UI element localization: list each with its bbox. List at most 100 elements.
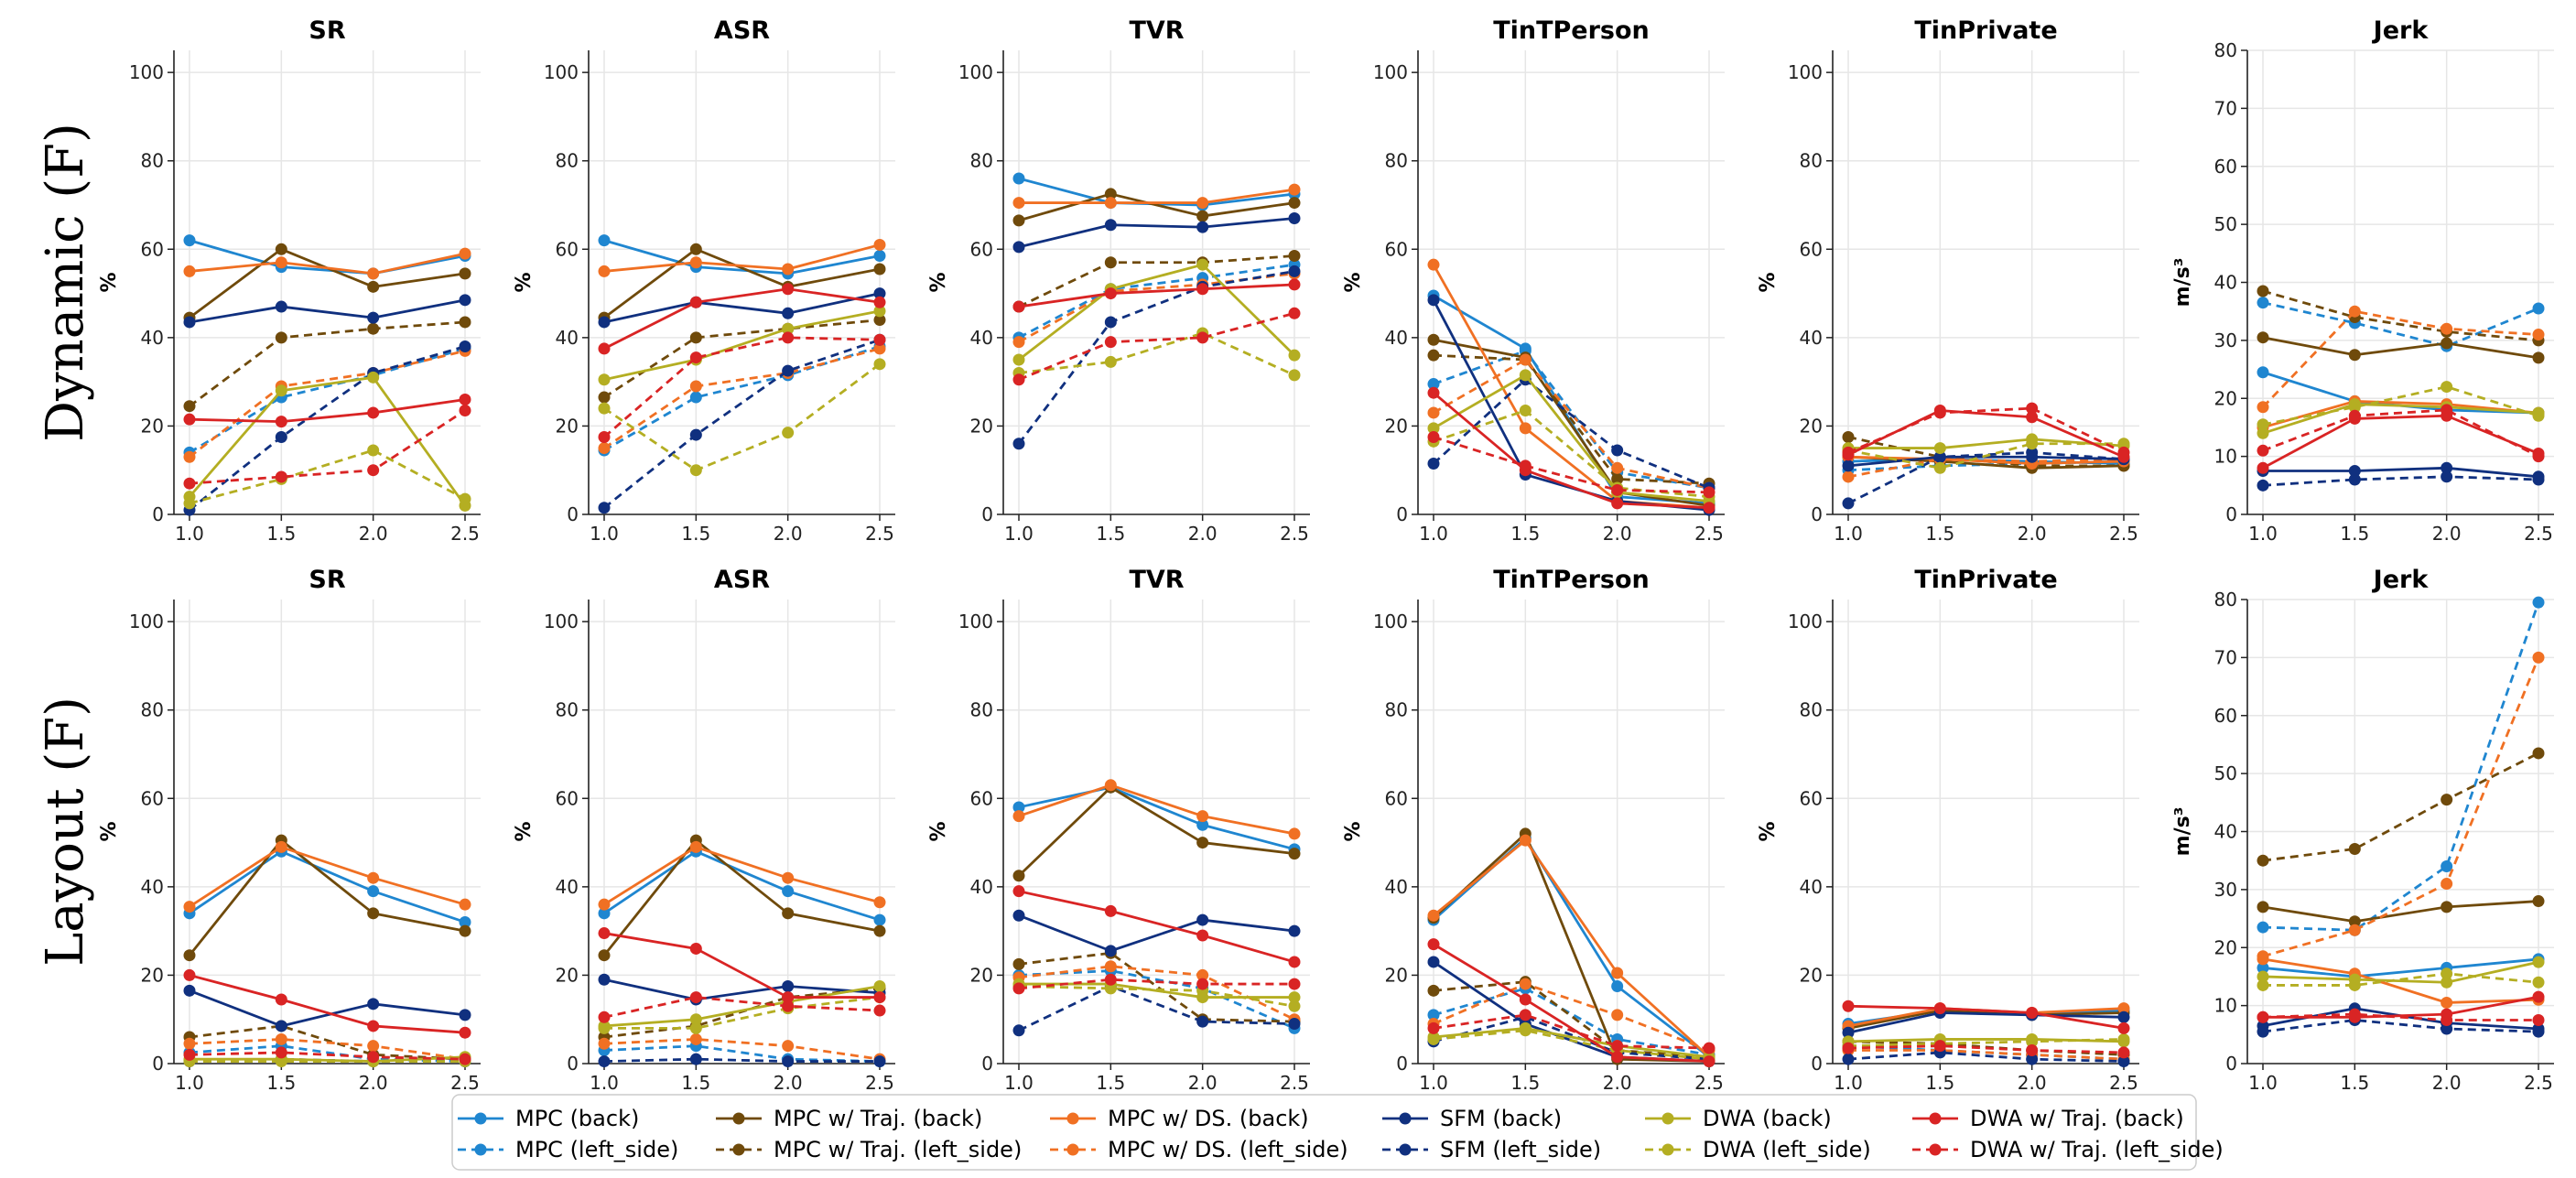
data-point-dwa-w-traj-left-side bbox=[367, 1051, 380, 1064]
series-line-mpc-w-ds-back bbox=[603, 846, 881, 906]
series-line-mpc-w-ds-left-side bbox=[603, 1038, 881, 1061]
data-point-sfm-left-side bbox=[2441, 470, 2453, 483]
y-tick-label: 10 bbox=[2214, 446, 2237, 468]
y-tick-label: 30 bbox=[2214, 879, 2237, 901]
data-point-sfm-left-side bbox=[1012, 438, 1025, 450]
data-point-mpc-w-ds-back bbox=[459, 898, 471, 911]
legend-label-mpc-left-side: MPC (left_side) bbox=[515, 1137, 678, 1162]
data-point-dwa-w-traj-back bbox=[1427, 386, 1440, 399]
data-point-dwa-w-traj-back bbox=[367, 1020, 380, 1032]
data-point-dwa-w-traj-left-side bbox=[1611, 483, 1624, 496]
y-tick-label: 20 bbox=[1385, 964, 1408, 986]
y-tick-label: 60 bbox=[1385, 238, 1408, 260]
data-point-mpc-w-ds-back bbox=[873, 238, 886, 251]
data-point-mpc-back bbox=[598, 234, 611, 247]
data-point-sfm-back bbox=[367, 311, 380, 324]
data-point-mpc-w-ds-left-side bbox=[2532, 651, 2545, 664]
data-point-mpc-back bbox=[873, 250, 886, 263]
data-point-dwa-w-traj-back bbox=[689, 296, 702, 308]
data-point-mpc-w-ds-back bbox=[598, 265, 611, 277]
data-point-sfm-back bbox=[1842, 459, 1855, 472]
series-line-mpc-back bbox=[603, 239, 881, 276]
y-tick-label: 40 bbox=[1385, 876, 1408, 898]
data-point-dwa-w-traj-left-side bbox=[782, 331, 795, 344]
x-tick-label: 1.5 bbox=[681, 523, 710, 545]
x-tick-label: 1.5 bbox=[2340, 1072, 2369, 1094]
legend-label-mpc-back: MPC (back) bbox=[515, 1106, 639, 1131]
y-tick-label: 0 bbox=[981, 1053, 993, 1075]
data-point-mpc-w-traj-left-side bbox=[2257, 285, 2269, 297]
data-point-mpc-w-ds-left-side bbox=[598, 442, 611, 455]
data-point-dwa-back bbox=[689, 1013, 702, 1026]
series-line-dwa-left-side bbox=[1847, 442, 2124, 470]
data-point-dwa-w-traj-left-side bbox=[598, 431, 611, 443]
x-tick-label: 1.0 bbox=[175, 1072, 204, 1094]
x-tick-label: 1.0 bbox=[2248, 1072, 2278, 1094]
data-point-dwa-w-traj-back bbox=[782, 283, 795, 296]
data-point-dwa-w-traj-back bbox=[1196, 283, 1209, 296]
series-line-mpc-w-ds-back bbox=[603, 243, 881, 273]
data-point-mpc-w-ds-left-side bbox=[1427, 406, 1440, 419]
data-point-mpc-left-side bbox=[1427, 378, 1440, 391]
series-line-dwa-w-traj-back bbox=[603, 932, 880, 999]
data-point-mpc-w-ds-left-side bbox=[1012, 336, 1025, 349]
data-point-mpc-w-traj-left-side bbox=[1012, 957, 1025, 970]
data-point-dwa-w-traj-left-side bbox=[2026, 1044, 2039, 1057]
panel-dynamic-f-tvr: 0 20 40 60 80 100 1.0 1.5 2.0 2.5 TVR% bbox=[927, 16, 1310, 545]
data-point-dwa-w-traj-back bbox=[1012, 300, 1025, 313]
x-tick-label: 2.5 bbox=[1280, 1072, 1309, 1094]
data-point-sfm-left-side bbox=[1611, 444, 1624, 457]
data-point-dwa-w-traj-left-side bbox=[782, 1000, 795, 1012]
data-point-mpc-back bbox=[1012, 801, 1025, 814]
series-line-dwa-w-traj-left-side bbox=[1433, 436, 1710, 494]
series-line-dwa-left-side bbox=[604, 996, 881, 1030]
data-point-dwa-left-side bbox=[598, 1021, 611, 1034]
series-line-mpc-w-ds-back bbox=[1019, 188, 1295, 204]
y-axis-label: m/s³ bbox=[2171, 258, 2194, 308]
legend-label-mpc-w-ds-left-side: MPC w/ DS. (left_side) bbox=[1108, 1137, 1348, 1162]
data-point-mpc-w-traj-back bbox=[873, 924, 886, 937]
data-point-dwa-w-traj-back bbox=[1427, 938, 1440, 951]
data-point-sfm-back bbox=[1196, 913, 1209, 926]
legend-marker-dwa-back bbox=[1661, 1112, 1674, 1125]
series-line-sfm-left-side bbox=[2262, 1019, 2539, 1033]
data-point-dwa-w-traj-left-side bbox=[459, 1053, 471, 1065]
series-line-dwa-w-traj-back bbox=[1018, 283, 1295, 308]
data-point-dwa-left-side bbox=[2026, 1035, 2039, 1048]
data-point-dwa-w-traj-back bbox=[1196, 929, 1209, 942]
data-point-mpc-w-ds-back bbox=[1012, 197, 1025, 210]
data-point-mpc-w-ds-left-side bbox=[2348, 305, 2361, 318]
y-tick-label: 100 bbox=[958, 61, 993, 83]
data-point-mpc-w-ds-back bbox=[1012, 810, 1025, 823]
series-line-dwa-w-traj-back bbox=[1018, 890, 1295, 964]
data-point-dwa-back bbox=[275, 384, 287, 397]
data-point-dwa-w-traj-back bbox=[2257, 461, 2269, 474]
y-tick-label: 20 bbox=[970, 415, 993, 437]
series-line-dwa-w-traj-back bbox=[2262, 414, 2539, 470]
data-point-dwa-left-side bbox=[2348, 401, 2361, 414]
data-point-mpc-w-traj-left-side bbox=[1427, 349, 1440, 362]
data-point-mpc-back bbox=[1196, 818, 1209, 831]
data-point-sfm-left-side bbox=[689, 1053, 702, 1065]
data-point-mpc-w-ds-back bbox=[459, 247, 471, 260]
data-point-dwa-w-traj-back bbox=[275, 993, 287, 1006]
series-line-dwa-w-traj-back bbox=[1847, 1004, 2125, 1030]
data-point-sfm-left-side bbox=[873, 1055, 886, 1068]
data-point-mpc-w-ds-back bbox=[1196, 197, 1209, 210]
panel-dynamic-f-sr: 0 20 40 60 80 100 1.0 1.5 2.0 2.5 SR% bbox=[98, 16, 481, 545]
data-point-dwa-w-traj-left-side bbox=[1611, 1040, 1624, 1053]
data-point-sfm-back bbox=[598, 973, 611, 986]
data-point-dwa-left-side bbox=[873, 358, 886, 371]
series-line-dwa-left-side bbox=[603, 362, 881, 472]
data-point-mpc-w-traj-back bbox=[873, 263, 886, 276]
legend-label-mpc-w-traj-back: MPC w/ Traj. (back) bbox=[774, 1106, 982, 1131]
series-line-mpc-w-traj-left-side bbox=[603, 987, 881, 1039]
legend-label-mpc-w-traj-left-side: MPC w/ Traj. (left_side) bbox=[774, 1137, 1022, 1162]
x-tick-label: 2.0 bbox=[774, 523, 803, 545]
data-point-mpc-w-ds-left-side bbox=[689, 1032, 702, 1045]
data-point-sfm-left-side bbox=[2026, 446, 2039, 459]
y-tick-label: 40 bbox=[970, 876, 993, 898]
data-point-mpc-left-side bbox=[2257, 921, 2269, 934]
data-point-dwa-w-traj-back bbox=[1842, 1000, 1855, 1012]
